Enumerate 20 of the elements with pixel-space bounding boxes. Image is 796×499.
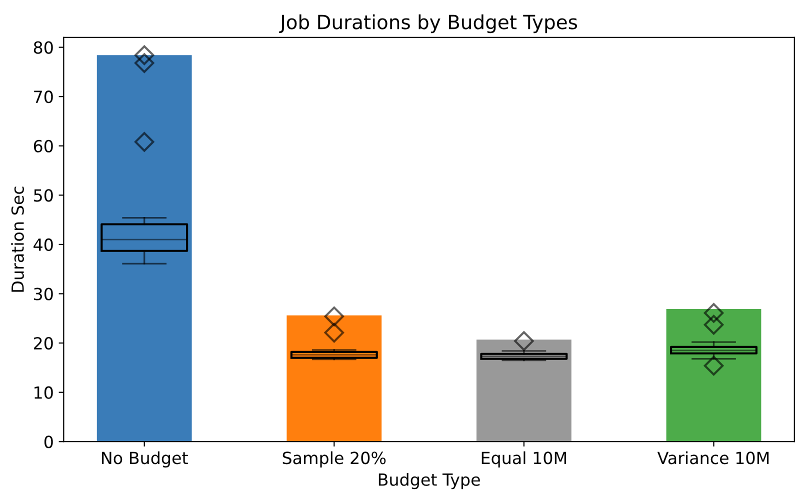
y-axis-title: Duration Sec (11, 186, 24, 292)
x-tick-label: Equal 10M (482, 451, 566, 468)
y-tick-label: 60 (34, 140, 53, 152)
y-tick-label: 50 (34, 189, 53, 202)
y-tick-label: 20 (34, 336, 53, 350)
x-axis-title: Budget Type (378, 473, 480, 490)
bar (476, 340, 572, 442)
x-tick-label: No Budget (102, 451, 188, 468)
y-tick-label: 80 (34, 41, 53, 54)
y-tick-label: 70 (34, 90, 53, 104)
y-tick-label: 10 (34, 386, 53, 399)
x-tick-label: Sample 20% (282, 451, 386, 468)
y-tick-label: 0 (44, 436, 53, 448)
bar (96, 55, 192, 442)
bar (286, 315, 382, 442)
bar (666, 309, 762, 442)
x-tick-label: Variance 10M (657, 451, 769, 464)
y-tick-label: 30 (34, 288, 53, 300)
chart-title: Job Durations by Budget Types (279, 14, 578, 34)
y-tick-label: 40 (34, 238, 53, 252)
